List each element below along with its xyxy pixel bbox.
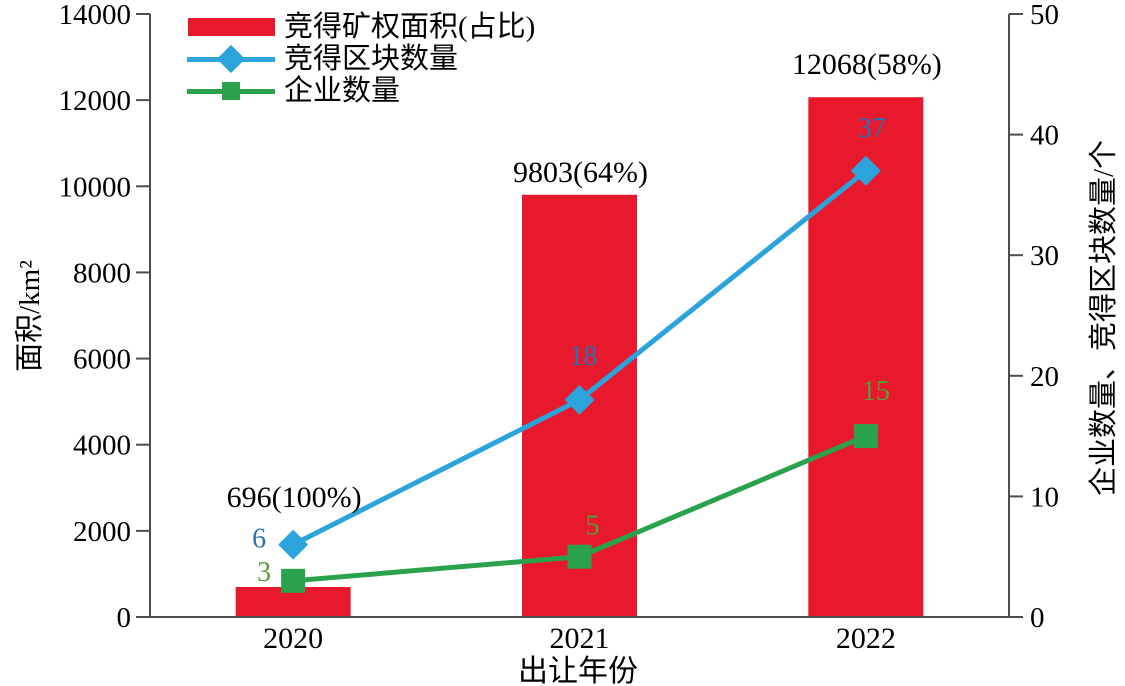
bar-annotation-2020: 696(100%) xyxy=(227,481,362,514)
left-tick-label: 14000 xyxy=(59,0,132,31)
left-tick-label: 6000 xyxy=(73,344,131,376)
legend-item-bar: 竞得矿权面积(占比) xyxy=(187,11,535,43)
point-label-2020: 6 xyxy=(252,524,266,555)
point-label-2021: 5 xyxy=(586,511,600,542)
left-tick-label: 2000 xyxy=(73,516,131,548)
legend-label-green: 企业数量 xyxy=(284,75,401,107)
x-tick-label-2022: 2022 xyxy=(836,622,896,655)
square-marker-2020 xyxy=(281,568,306,593)
point-label-2021: 18 xyxy=(570,341,598,372)
x-tick-label-2021: 2021 xyxy=(550,622,610,655)
right-tick-label: 40 xyxy=(1030,120,1059,152)
legend-label-bar: 竞得矿权面积(占比) xyxy=(284,11,536,43)
left-tick-label: 0 xyxy=(117,602,132,634)
point-label-2020: 3 xyxy=(257,557,271,588)
left-tick-label: 10000 xyxy=(59,171,132,203)
legend-item-green-line: 企业数量 xyxy=(187,75,535,107)
square-marker-2021 xyxy=(567,544,592,569)
right-tick-label: 50 xyxy=(1030,0,1059,31)
x-axis-title: 出让年份 xyxy=(518,655,638,686)
diamond-marker-2022 xyxy=(850,155,881,186)
diamond-marker-2021 xyxy=(564,384,595,415)
bar-annotation-2022: 12068(58%) xyxy=(792,48,942,81)
left-y-axis-title: 面积/km² xyxy=(14,260,46,372)
right-tick-label: 20 xyxy=(1030,361,1059,393)
left-tick-label: 4000 xyxy=(73,430,131,462)
x-tick-label-2020: 2020 xyxy=(263,622,323,655)
point-label-2022: 37 xyxy=(858,113,886,144)
square-marker-icon xyxy=(222,82,240,100)
point-label-2022: 15 xyxy=(862,376,890,407)
right-y-axis-title: 企业数量、竞得区块数量/个 xyxy=(1088,139,1120,497)
left-tick-label: 12000 xyxy=(59,85,132,117)
bar-swatch-icon xyxy=(188,18,275,36)
legend-label-blue: 竞得区块数量 xyxy=(284,43,459,75)
legend-item-blue-line: 竞得区块数量 xyxy=(187,43,535,75)
legend: 竞得矿权面积(占比) 竞得区块数量 企业数量 xyxy=(187,11,535,107)
left-tick-label: 8000 xyxy=(73,257,131,289)
legend-green-swatch xyxy=(187,75,275,107)
legend-bar-swatch xyxy=(187,11,275,43)
diamond-marker-icon xyxy=(216,44,246,74)
legend-blue-swatch xyxy=(187,43,275,75)
square-marker-2022 xyxy=(853,424,878,449)
bar-annotation-2021: 9803(64%) xyxy=(513,156,648,189)
right-tick-label: 30 xyxy=(1030,240,1059,272)
right-tick-label: 10 xyxy=(1030,481,1059,513)
right-tick-label: 0 xyxy=(1030,602,1045,634)
diamond-marker-2020 xyxy=(278,529,309,560)
